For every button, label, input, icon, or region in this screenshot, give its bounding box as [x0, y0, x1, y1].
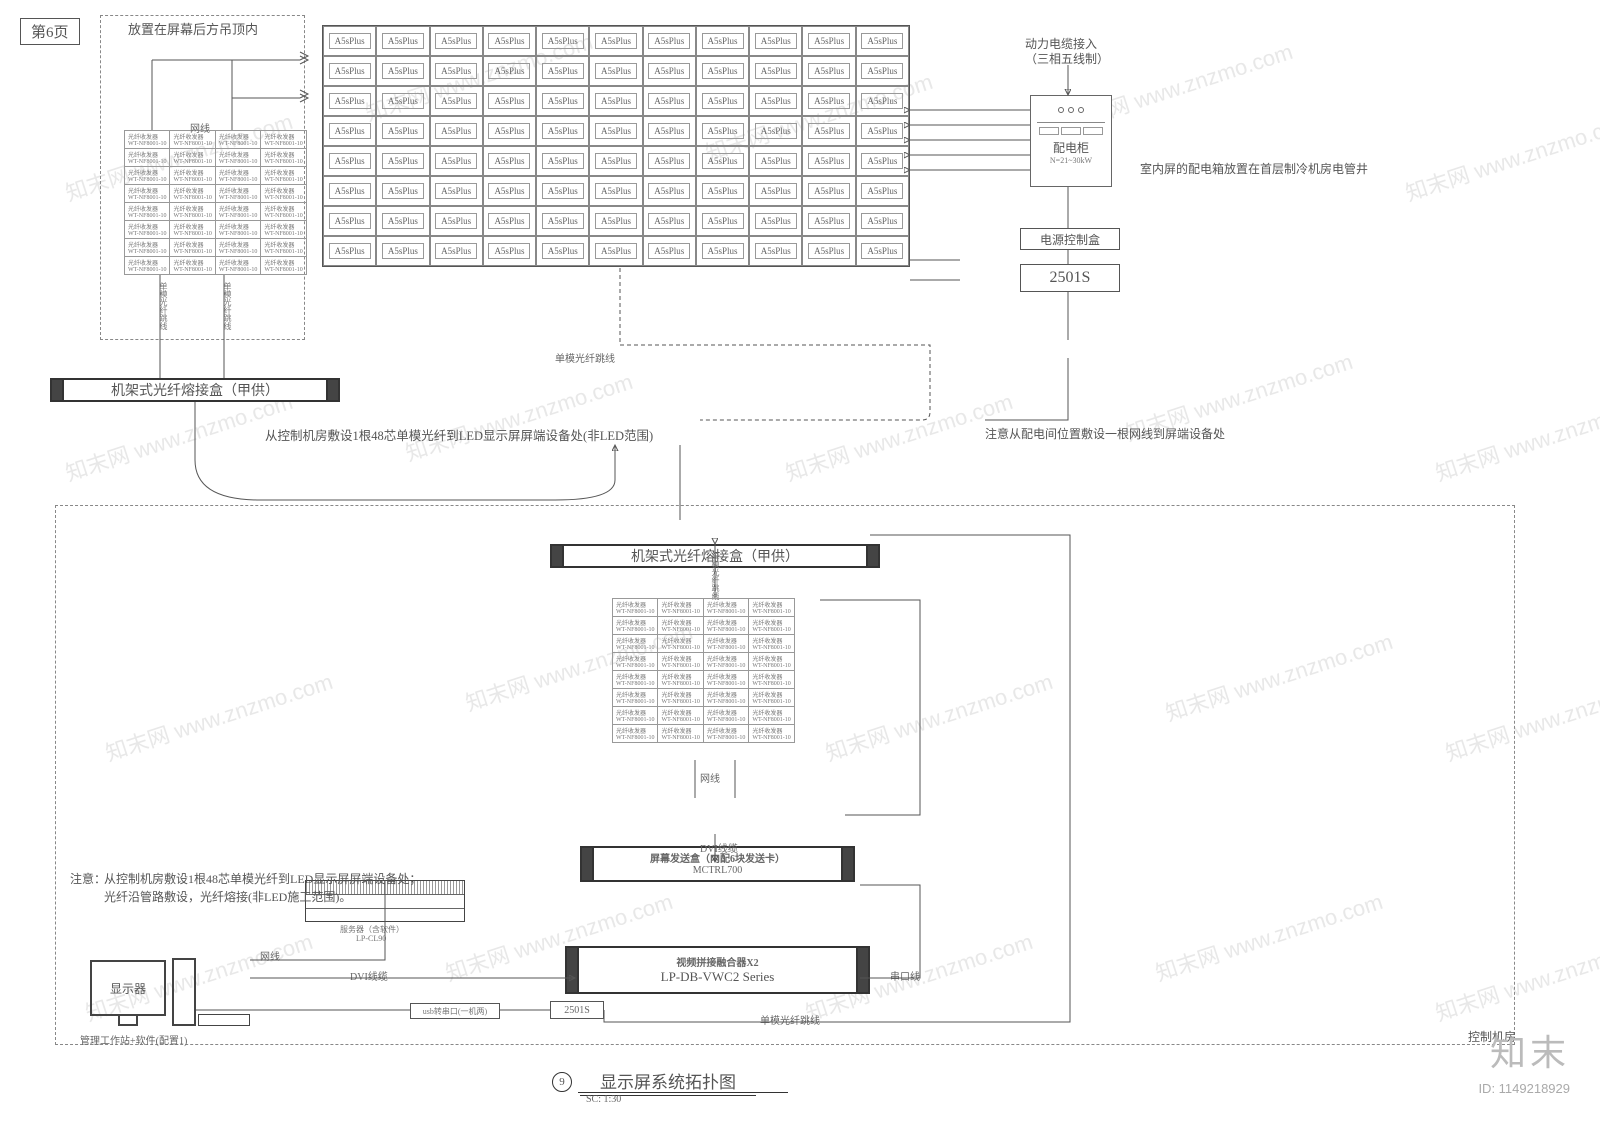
server-t2: LP-CL90: [356, 934, 386, 943]
led-panel-grid: A5sPlusA5sPlusA5sPlusA5sPlusA5sPlusA5sPl…: [322, 25, 910, 267]
fiber-vert-b: 单模光纤跳线: [710, 552, 721, 600]
s2501-box: 2501S: [550, 1001, 604, 1019]
w-serial: 串口线: [890, 968, 920, 983]
net-label-bot: 网线: [700, 770, 720, 785]
optical-receivers-bottom: 光纤收发器WT-NF8001-10光纤收发器WT-NF8001-10光纤收发器W…: [612, 598, 795, 743]
video-splicer: 视频拼接融合器X2 LP-DB-VWC2 Series: [575, 946, 860, 994]
splicer-t1: 视频拼接融合器X2: [577, 954, 858, 969]
cable-note: 从控制机房敷设1根48芯单模光纤到LED显示屏屏端设备处(非LED范围): [265, 425, 653, 444]
w-net: 网线: [260, 948, 280, 963]
right-note: 注意从配电间位置敷设一根网线到屏端设备处: [985, 425, 1225, 442]
fiber-label: 单模光纤跳线: [555, 350, 615, 365]
optical-receivers-top: 光纤收发器WT-NF8001-10光纤收发器WT-NF8001-10光纤收发器W…: [124, 130, 307, 275]
w-fiber: 单模光纤跳线: [760, 1012, 820, 1027]
rack-fiber-box-top: 机架式光纤熔接盒（甲供）: [60, 378, 330, 402]
monitor: 显示器: [90, 960, 166, 1016]
fiber-vert-r: 单模光纤跳线: [222, 282, 233, 330]
send-t2: MCTRL700: [592, 865, 843, 876]
dvi-label: DVI线缆: [700, 840, 738, 855]
box-2501s: 2501S: [1020, 264, 1120, 292]
ceiling-note: 放置在屏幕后方吊顶内: [128, 19, 258, 38]
note-l1: 从控制机房敷设1根48芯单模光纤到LED显示屏屏端设备处；: [104, 870, 421, 887]
title-underline: [578, 1092, 788, 1093]
power-in-l2: （三相五线制）: [1025, 50, 1109, 67]
title-num: 9: [552, 1072, 572, 1092]
net-label-top: 网线: [190, 120, 210, 135]
cabinet-side-note: 室内屏的配电箱放置在首层制冷机房电管井: [1140, 160, 1368, 177]
usb-box: usb转串口(一机两): [410, 1003, 500, 1019]
cabinet-title: 配电柜: [1031, 139, 1111, 156]
cabinet-spec: N=21~30kW: [1031, 156, 1111, 165]
monitor-stand: [118, 1016, 138, 1026]
w-dvi: DVI线缆: [350, 968, 388, 983]
monitor-label: 显示器: [110, 980, 146, 997]
mgmt-label: 管理工作站+软件(配置1): [80, 1032, 187, 1047]
splicer-t2: LP-DB-VWC2 Series: [577, 969, 858, 985]
title-scale: SC: 1:30: [586, 1094, 621, 1105]
fiber-vert-l: 单模光纤跳线: [158, 282, 169, 330]
note-h: 注意：: [70, 870, 106, 887]
id-line: ID: 1149218929: [1478, 1081, 1570, 1096]
rack-fiber-label: 机架式光纤熔接盒（甲供）: [111, 380, 279, 400]
keyboard: [198, 1014, 250, 1026]
page-tag: 第6页: [20, 18, 80, 45]
note-l2: 光纤沿管路敷设，光纤熔接(非LED施工范围)。: [104, 888, 351, 905]
pc-tower: [172, 958, 196, 1026]
power-cabinet: 配电柜 N=21~30kW: [1030, 95, 1112, 187]
zhimo-logo: 知末: [1490, 1024, 1570, 1076]
power-ctrl-box: 电源控制盒: [1020, 228, 1120, 250]
